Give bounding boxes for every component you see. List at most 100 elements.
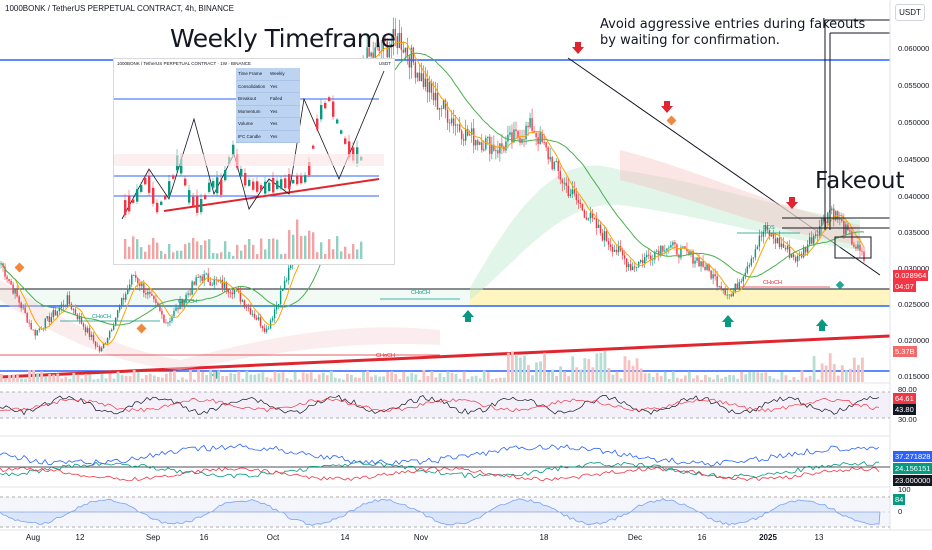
candle-body <box>849 230 851 232</box>
candle-body <box>251 314 254 315</box>
volume-bar <box>273 371 277 382</box>
inset-candle-body <box>156 202 159 213</box>
candle-body <box>527 125 529 128</box>
candle-body <box>137 278 139 283</box>
candle-body <box>523 139 525 140</box>
time-tick: 14 <box>340 533 350 542</box>
candle-body <box>573 189 576 194</box>
candle-body <box>273 309 276 319</box>
volume-bar <box>683 375 687 382</box>
candle-body <box>716 276 718 287</box>
volume-bar <box>687 371 691 382</box>
candle-body <box>24 307 26 313</box>
candle-body <box>255 317 258 320</box>
inset-candle-body <box>320 104 323 120</box>
inset-volume-bar <box>344 246 347 259</box>
inset-volume-bar <box>288 230 291 259</box>
candle-body <box>497 150 499 154</box>
price-tick: 0.025000 <box>898 300 930 309</box>
candle-body <box>125 293 127 300</box>
volume-bar <box>800 370 804 382</box>
candle-body <box>539 132 541 145</box>
inset-candle-body <box>252 181 255 190</box>
candle-body <box>547 147 549 160</box>
candle-body <box>635 266 638 268</box>
volume-bar <box>221 376 225 382</box>
inset-volume-bar <box>360 241 363 259</box>
inset-candle-body <box>324 102 327 109</box>
inset-candle-body <box>216 177 219 194</box>
inset-candle-body <box>220 179 223 195</box>
volume-bar <box>88 374 92 382</box>
diamond-marker-icon <box>835 280 845 290</box>
candle-body <box>64 305 67 307</box>
inset-candle-body <box>124 200 127 215</box>
inset-candle-body <box>268 182 271 192</box>
candle-body <box>422 73 425 87</box>
candle-body <box>374 47 376 58</box>
candle-body <box>26 312 28 323</box>
candle-body <box>223 281 226 288</box>
volume-bar <box>281 372 285 382</box>
candle-body <box>78 316 81 320</box>
candle-body <box>462 139 465 141</box>
volume-bar <box>462 371 466 382</box>
volume-bar <box>346 373 349 382</box>
candle-body <box>571 189 574 195</box>
volume-bar <box>386 372 390 382</box>
volume-bar <box>201 372 204 382</box>
volume-bar <box>454 374 458 382</box>
candle-body <box>428 82 431 93</box>
volume-bar <box>20 378 23 382</box>
inset-candle-body <box>168 181 171 197</box>
inset-volume-bar <box>272 238 275 259</box>
candle-body <box>440 108 443 109</box>
candle-body <box>485 138 487 150</box>
candle-body <box>225 281 228 291</box>
volume-bar <box>237 371 241 382</box>
candle-body <box>143 283 145 294</box>
volume-bar <box>36 373 40 382</box>
volume-bar <box>40 371 44 382</box>
volume-bar <box>426 375 430 382</box>
volume-bar <box>120 375 124 382</box>
candle-body <box>446 109 449 123</box>
price-tick: 0.030000 <box>898 264 930 273</box>
candle-body <box>66 295 69 306</box>
volume-bar <box>164 373 168 382</box>
candle-body <box>416 72 419 78</box>
candle-body <box>396 36 399 48</box>
candle-body <box>515 129 517 132</box>
volume-bar <box>567 376 571 382</box>
volume-bar <box>860 357 864 382</box>
candle-body <box>86 328 89 333</box>
candle-body <box>603 231 606 241</box>
candle-body <box>609 244 612 248</box>
candle-body <box>12 284 14 294</box>
candle-body <box>106 337 109 344</box>
inset-volume-bar <box>352 244 355 259</box>
time-tick: Aug <box>25 533 41 542</box>
candle-body <box>559 171 561 180</box>
candle-body <box>625 258 628 268</box>
volume-bar <box>708 377 711 382</box>
volume-bar <box>615 371 619 382</box>
volume-bar <box>406 376 410 382</box>
candle-body <box>487 136 489 139</box>
inset-candle-body <box>272 177 275 193</box>
candle-body <box>70 303 73 310</box>
candle-body <box>378 45 380 51</box>
ema-slow-line <box>0 52 865 326</box>
currency-selector[interactable]: USDT <box>895 4 925 21</box>
inset-candle-body <box>264 181 267 194</box>
candle-body <box>648 254 650 256</box>
structure-labels: CHoCH CHoCH CHoCH CHoCH CHoCH BOS <box>0 225 830 359</box>
volume-bar <box>24 378 27 382</box>
volume-bar <box>744 374 748 382</box>
inset-volume-bar <box>240 250 243 259</box>
candle-body <box>392 28 394 44</box>
candle-body <box>621 250 624 256</box>
support-zone <box>0 290 470 306</box>
inset-volume-bar <box>184 244 187 259</box>
volume-bar <box>177 379 180 382</box>
